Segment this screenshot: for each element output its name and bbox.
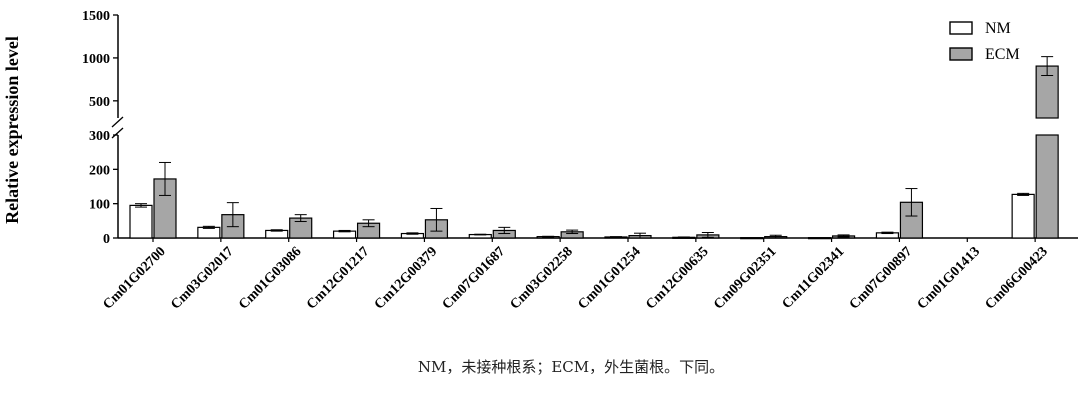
bar (197, 226, 221, 239)
y-tick-label: 100 (89, 198, 110, 213)
x-tick-label: Cm09G02351 (711, 244, 779, 312)
tick-labels: 0 100 200 300 500 1000 1500 Cm01G02700 Cm03G0201… (82, 9, 1051, 313)
bar-chart: Relative expression level 0 100 200 300 500 1… (2, 9, 1078, 313)
legend-label: NM (985, 20, 1011, 37)
x-tick-label: Cm06G00423 (983, 244, 1051, 312)
x-tick-label: Cm12G00379 (372, 244, 440, 312)
y-tick-label: 500 (89, 95, 110, 110)
bar (807, 237, 832, 240)
bar (1035, 134, 1059, 239)
x-tick-label: Cm03G02258 (508, 244, 576, 312)
y-tick-label: 300 (89, 129, 110, 144)
y-tick-label: 0 (103, 232, 110, 247)
bar (1011, 193, 1035, 239)
y-tick-label: 1000 (82, 52, 110, 67)
y-axis-label: Relative expression level (2, 36, 22, 224)
legend: NM ECM (949, 20, 1020, 63)
legend-label: ECM (985, 46, 1020, 63)
axis-break-mark (111, 127, 124, 139)
x-tick-label: Cm07G01687 (440, 244, 508, 312)
axis-break-mark (111, 116, 124, 128)
x-tick-label: Cm12G00635 (643, 244, 711, 312)
x-tick-label: Cm01G03086 (236, 244, 304, 312)
x-tick-label: Cm01G01254 (575, 244, 643, 312)
x-tick-label: Cm01G02700 (100, 244, 168, 312)
bar (129, 204, 153, 239)
figure-caption: NM，未接种根系；ECM，外生菌根。下同。 (0, 356, 1086, 377)
y-tick-label: 1500 (82, 9, 110, 24)
legend-swatch (949, 47, 973, 61)
y-tick-label: 200 (89, 163, 110, 178)
bars (129, 56, 1059, 240)
x-tick-label: Cm11G02341 (780, 244, 848, 312)
x-tick-label: Cm07G00897 (847, 244, 915, 312)
x-tick-label: Cm01G01413 (915, 244, 983, 312)
x-tick-label: Cm03G02017 (168, 244, 236, 312)
axes (111, 14, 1078, 242)
caption-text: NM，未接种根系；ECM，外生菌根。下同。 (417, 358, 725, 376)
legend-swatch (949, 21, 973, 35)
x-tick-label: Cm12G01217 (304, 244, 372, 312)
bar (740, 237, 764, 240)
